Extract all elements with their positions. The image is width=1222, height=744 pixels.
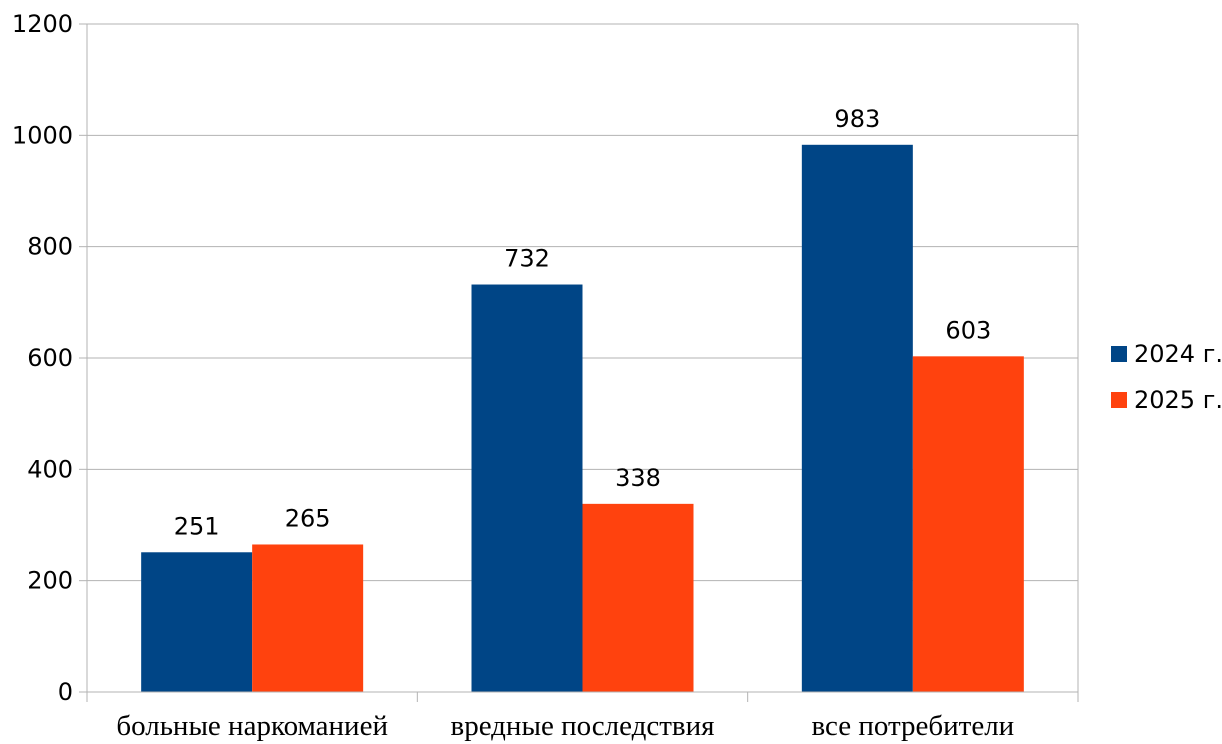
legend-swatch — [1111, 346, 1127, 362]
y-tick-label: 600 — [27, 344, 73, 372]
y-tick-label: 200 — [27, 567, 73, 595]
x-axis: больные наркоманией вредные последствия вс… — [86, 691, 1079, 742]
legend-label: 2025 г. — [1134, 386, 1222, 414]
y-tick-label: 800 — [27, 233, 73, 261]
data-label: 983 — [834, 105, 880, 133]
legend-label: 2024 г. — [1134, 340, 1222, 368]
y-tick-label: 1200 — [12, 10, 73, 38]
data-label: 603 — [945, 316, 991, 344]
bar — [141, 552, 253, 692]
x-category-label: все потребители — [811, 710, 1014, 742]
data-label: 265 — [285, 504, 331, 532]
legend: 2024 г. 2025 г. — [1111, 340, 1222, 414]
y-tick-label: 0 — [58, 678, 73, 706]
x-category-label: вредные последствия — [451, 710, 715, 742]
bar — [582, 503, 694, 692]
data-label: 732 — [504, 245, 550, 273]
y-tick-label: 1000 — [12, 121, 73, 149]
y-axis-ticks: 0 200 400 600 800 1000 1200 — [12, 10, 73, 706]
bar — [801, 144, 913, 693]
bar — [912, 356, 1024, 692]
x-category-label: больные наркоманией — [116, 710, 388, 742]
bar — [252, 544, 364, 692]
bars — [141, 144, 1024, 693]
data-labels: 251 265 732 338 983 603 — [174, 105, 991, 540]
data-label: 338 — [615, 464, 661, 492]
data-label: 251 — [174, 512, 220, 540]
y-tick-label: 400 — [27, 455, 73, 483]
bar — [471, 284, 583, 692]
legend-swatch — [1111, 392, 1127, 408]
